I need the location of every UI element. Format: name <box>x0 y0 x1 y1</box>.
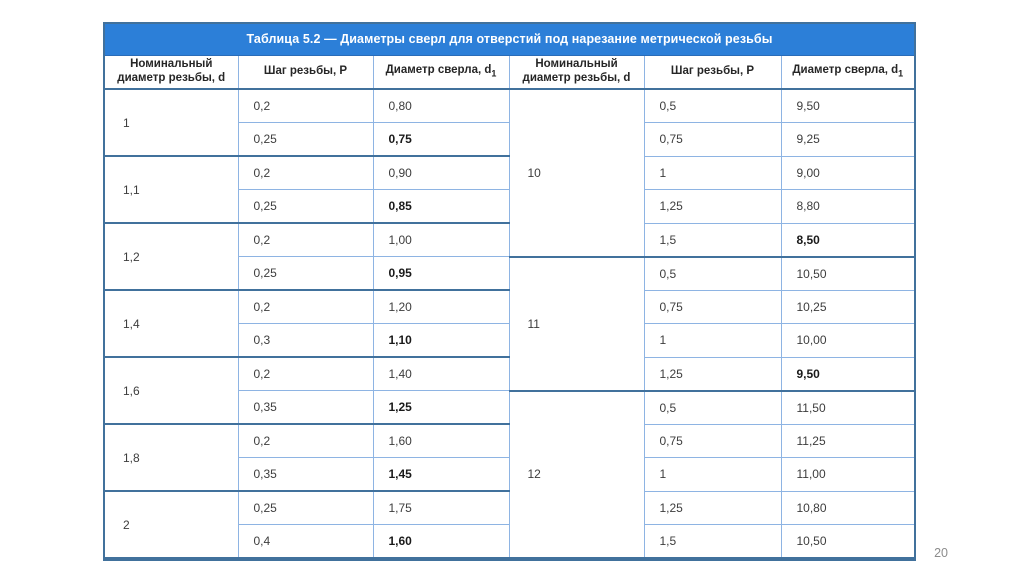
drill-diameter-cell: 11,25 <box>781 424 914 458</box>
header-drill-right: Диаметр сверла, d1 <box>781 56 914 90</box>
nominal-diameter-cell: 1,8 <box>105 424 239 492</box>
header-pitch-right: Шаг резьбы, P <box>644 56 782 90</box>
nominal-diameter-cell: 1,2 <box>105 223 239 291</box>
pitch-cell: 0,5 <box>644 390 782 425</box>
pitch-cell: 1,5 <box>644 223 782 258</box>
nominal-diameter-cell: 2 <box>105 491 239 559</box>
drill-diameter-cell: 1,10 <box>373 323 510 358</box>
drill-diameter-cell: 9,50 <box>781 89 914 123</box>
table-row: 1,6 0,2 1,40 1,25 9,50 <box>105 357 914 425</box>
drill-diameter-cell: 1,20 <box>373 290 510 324</box>
drill-diameter-cell: 0,90 <box>373 156 510 190</box>
header-nominal-left: Номинальный диаметр резьбы, d <box>105 56 239 90</box>
pitch-cell: 1,25 <box>644 357 782 392</box>
page-number: 20 <box>934 546 948 560</box>
table-row: 0,35 1,45 1 11,00 <box>105 457 914 492</box>
header-row: Номинальный диаметр резьбы, d Шаг резьбы… <box>105 56 914 90</box>
drill-diameter-cell: 1,75 <box>373 491 510 525</box>
pitch-cell: 0,2 <box>238 89 374 123</box>
pitch-cell: 0,4 <box>238 524 374 559</box>
drill-diameter-cell: 11,00 <box>781 457 914 492</box>
header-pitch-left: Шаг резьбы, P <box>238 56 374 90</box>
drill-diameter-cell: 1,45 <box>373 457 510 492</box>
drill-diameter-cell: 8,50 <box>781 223 914 258</box>
nominal-diameter-cell: 1,6 <box>105 357 239 425</box>
pitch-cell: 0,35 <box>238 390 374 425</box>
table-row: 1 0,2 0,80 10 0,5 9,50 <box>105 89 914 258</box>
drill-diameter-cell: 1,40 <box>373 357 510 391</box>
drill-diameter-cell: 10,50 <box>781 256 914 291</box>
table-row: 0,3 1,10 1 10,00 <box>105 323 914 358</box>
drill-diameter-cell: 0,85 <box>373 189 510 224</box>
pitch-cell: 0,25 <box>238 122 374 157</box>
drill-diameters-table: Таблица 5.2 — Диаметры сверл для отверст… <box>103 22 916 561</box>
table-row: 1,4 0,2 1,20 0,75 10,25 <box>105 290 914 358</box>
pitch-cell: 0,5 <box>644 256 782 291</box>
drill-diameter-cell: 11,50 <box>781 390 914 425</box>
pitch-cell: 0,25 <box>238 189 374 224</box>
pitch-cell: 0,75 <box>644 290 782 324</box>
pitch-cell: 1 <box>644 156 782 190</box>
pitch-cell: 0,25 <box>238 256 374 291</box>
pitch-cell: 0,3 <box>238 323 374 358</box>
drill-diameter-cell: 10,80 <box>781 491 914 525</box>
pitch-cell: 1,25 <box>644 491 782 525</box>
table-row: 0,4 1,60 1,5 10,50 <box>105 524 914 559</box>
pitch-cell: 0,2 <box>238 357 374 391</box>
drill-diameter-cell: 9,25 <box>781 122 914 157</box>
pitch-cell: 0,35 <box>238 457 374 492</box>
header-drill-left: Диаметр сверла, d1 <box>373 56 510 90</box>
table-row: 1,8 0,2 1,60 0,75 11,25 <box>105 424 914 492</box>
header-drill-subscript: 1 <box>898 68 904 79</box>
drill-diameter-cell: 9,50 <box>781 357 914 392</box>
pitch-cell: 0,75 <box>644 122 782 157</box>
table-row: 1,1 0,2 0,90 1 9,00 <box>105 156 914 224</box>
pitch-cell: 0,75 <box>644 424 782 458</box>
nominal-diameter-cell: 11 <box>509 256 645 392</box>
header-drill-subscript: 1 <box>491 68 497 79</box>
table-row: 0,25 0,85 1,25 8,80 <box>105 189 914 224</box>
drill-diameter-cell: 1,25 <box>373 390 510 425</box>
pitch-cell: 1,5 <box>644 524 782 559</box>
drill-diameter-cell: 10,25 <box>781 290 914 324</box>
pitch-cell: 0,2 <box>238 156 374 190</box>
header-drill-label: Диаметр сверла, d <box>792 64 899 77</box>
table-row: 0,35 1,25 12 0,5 11,50 <box>105 390 914 559</box>
table-row: 0,25 0,95 11 0,5 10,50 <box>105 256 914 392</box>
nominal-diameter-cell: 1,1 <box>105 156 239 224</box>
drill-diameter-cell: 10,50 <box>781 524 914 559</box>
pitch-cell: 1,25 <box>644 189 782 224</box>
table-row: 1,2 0,2 1,00 1,5 8,50 <box>105 223 914 291</box>
table-row: 2 0,25 1,75 1,25 10,80 <box>105 491 914 559</box>
drill-diameter-cell: 8,80 <box>781 189 914 224</box>
pitch-cell: 0,25 <box>238 491 374 525</box>
pitch-cell: 0,5 <box>644 89 782 123</box>
pitch-cell: 1 <box>644 323 782 358</box>
nominal-diameter-cell: 10 <box>509 89 645 258</box>
drill-diameter-cell: 0,80 <box>373 89 510 123</box>
drill-diameter-cell: 10,00 <box>781 323 914 358</box>
pitch-cell: 1 <box>644 457 782 492</box>
nominal-diameter-cell: 1,4 <box>105 290 239 358</box>
table-title: Таблица 5.2 — Диаметры сверл для отверст… <box>105 24 914 56</box>
nominal-diameter-cell: 1 <box>105 89 239 157</box>
drill-diameter-cell: 1,60 <box>373 424 510 458</box>
pitch-cell: 0,2 <box>238 424 374 458</box>
drill-diameter-cell: 9,00 <box>781 156 914 190</box>
pitch-cell: 0,2 <box>238 290 374 324</box>
header-nominal-right: Номинальный диаметр резьбы, d <box>509 56 645 90</box>
header-drill-label: Диаметр сверла, d <box>385 64 492 77</box>
drill-diameter-cell: 0,75 <box>373 122 510 157</box>
data-table: Номинальный диаметр резьбы, d Шаг резьбы… <box>105 56 914 559</box>
table-body: 1 0,2 0,80 10 0,5 9,50 0,25 0,75 0,75 9,25 1,1 0,2 0… <box>105 89 914 559</box>
pitch-cell: 0,2 <box>238 223 374 257</box>
nominal-diameter-cell: 12 <box>509 390 645 559</box>
drill-diameter-cell: 0,95 <box>373 256 510 291</box>
drill-diameter-cell: 1,00 <box>373 223 510 257</box>
table-row: 0,25 0,75 0,75 9,25 <box>105 122 914 157</box>
drill-diameter-cell: 1,60 <box>373 524 510 559</box>
